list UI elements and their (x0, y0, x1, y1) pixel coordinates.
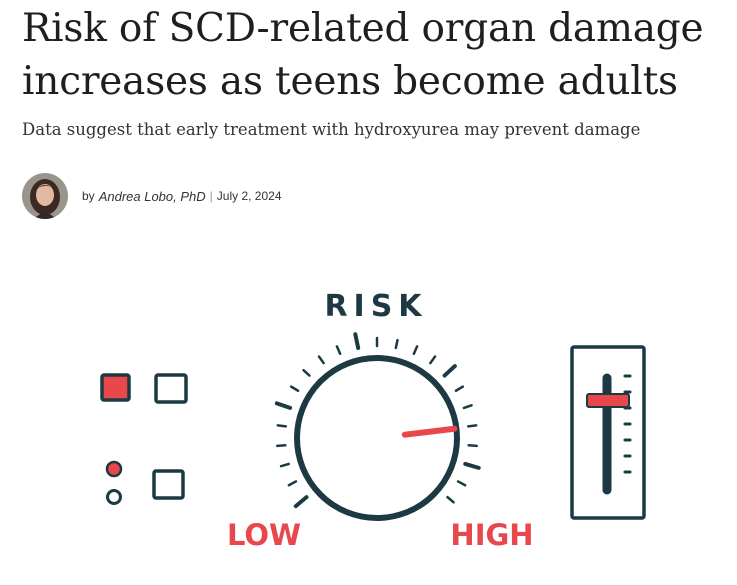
risk-dial-illustration: RISK LOW HIGH (100, 289, 646, 552)
dial-tick (293, 495, 309, 509)
dial-tick (394, 338, 399, 350)
risk-slider (570, 345, 646, 520)
risk-dial (274, 332, 481, 521)
slider-handle (586, 393, 630, 408)
indicator-square-active (100, 373, 131, 402)
indicator-panel (100, 373, 188, 505)
author-link[interactable]: Andrea Lobo, PhD (98, 188, 206, 204)
dial-face (294, 355, 460, 521)
dial-tick (467, 424, 478, 428)
dial-tick (456, 480, 467, 487)
dial-tick (279, 462, 290, 468)
dial-ticks (274, 332, 481, 509)
byline-separator: | (209, 189, 213, 203)
dial-title: RISK (324, 289, 427, 324)
dial-tick (289, 385, 300, 392)
dial-tick (274, 401, 293, 410)
dial-tick (412, 345, 419, 355)
dial-tick (276, 444, 287, 448)
dial-tick (463, 461, 481, 470)
dial-tick (429, 355, 437, 365)
dial-tick (442, 364, 457, 378)
dial-tick (335, 345, 342, 355)
publish-date: July 2, 2024 (216, 189, 282, 203)
high-label: HIGH (450, 518, 533, 552)
slider-marks (623, 374, 632, 474)
byline: by Andrea Lobo, PhD | July 2, 2024 (22, 172, 282, 220)
indicator-dot (106, 489, 122, 505)
indicator-dot-active (105, 460, 123, 478)
dial-tick (353, 332, 361, 350)
indicator-square-lower (152, 469, 185, 500)
dial-tick (446, 495, 455, 504)
byline-by: by (82, 189, 95, 203)
dial-tick (467, 444, 478, 448)
dial-tick (287, 480, 298, 487)
indicator-square (154, 373, 188, 404)
article-subheadline: Data suggest that early treatment with h… (22, 120, 641, 139)
dial-tick (317, 355, 325, 365)
dial-tick (454, 385, 465, 392)
dial-tick (302, 368, 311, 377)
dial-tick (276, 424, 287, 428)
dial-needle (401, 425, 458, 438)
article-headline: Risk of SCD-related organ damage increas… (22, 6, 704, 104)
slider-frame (570, 345, 646, 520)
dial-tick (462, 404, 473, 410)
low-label: LOW (227, 518, 301, 552)
author-avatar[interactable] (22, 173, 68, 219)
